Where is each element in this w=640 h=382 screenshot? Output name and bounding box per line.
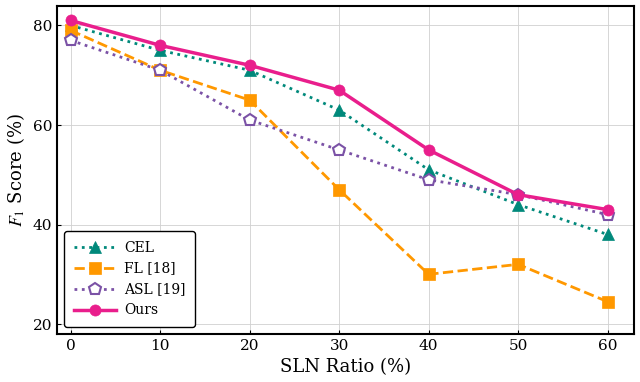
CEL bbox=[67, 23, 75, 28]
CEL bbox=[515, 202, 522, 207]
FL [18] bbox=[335, 188, 343, 192]
ASL [19] bbox=[335, 147, 343, 152]
Line: Ours: Ours bbox=[65, 15, 613, 215]
ASL [19] bbox=[246, 118, 253, 122]
FL [18] bbox=[67, 28, 75, 33]
CEL bbox=[156, 48, 164, 53]
FL [18] bbox=[156, 68, 164, 73]
Line: CEL: CEL bbox=[65, 20, 613, 240]
FL [18] bbox=[425, 272, 433, 277]
Ours bbox=[156, 43, 164, 48]
Y-axis label: $F_1$ Score (%): $F_1$ Score (%) bbox=[6, 113, 28, 227]
ASL [19] bbox=[425, 178, 433, 182]
Ours bbox=[335, 88, 343, 92]
Ours bbox=[67, 18, 75, 23]
CEL bbox=[335, 108, 343, 112]
Ours bbox=[515, 193, 522, 197]
CEL bbox=[425, 167, 433, 172]
Ours bbox=[246, 63, 253, 68]
Line: FL [18]: FL [18] bbox=[65, 25, 613, 307]
CEL bbox=[246, 68, 253, 73]
Legend: CEL, FL [18], ASL [19], Ours: CEL, FL [18], ASL [19], Ours bbox=[64, 231, 195, 327]
ASL [19] bbox=[604, 212, 611, 217]
Ours bbox=[425, 147, 433, 152]
FL [18] bbox=[604, 299, 611, 304]
ASL [19] bbox=[67, 38, 75, 43]
ASL [19] bbox=[515, 193, 522, 197]
CEL bbox=[604, 232, 611, 237]
FL [18] bbox=[515, 262, 522, 267]
X-axis label: SLN Ratio (%): SLN Ratio (%) bbox=[280, 358, 412, 376]
Ours bbox=[604, 207, 611, 212]
ASL [19] bbox=[156, 68, 164, 73]
FL [18] bbox=[246, 98, 253, 102]
Line: ASL [19]: ASL [19] bbox=[65, 34, 614, 221]
